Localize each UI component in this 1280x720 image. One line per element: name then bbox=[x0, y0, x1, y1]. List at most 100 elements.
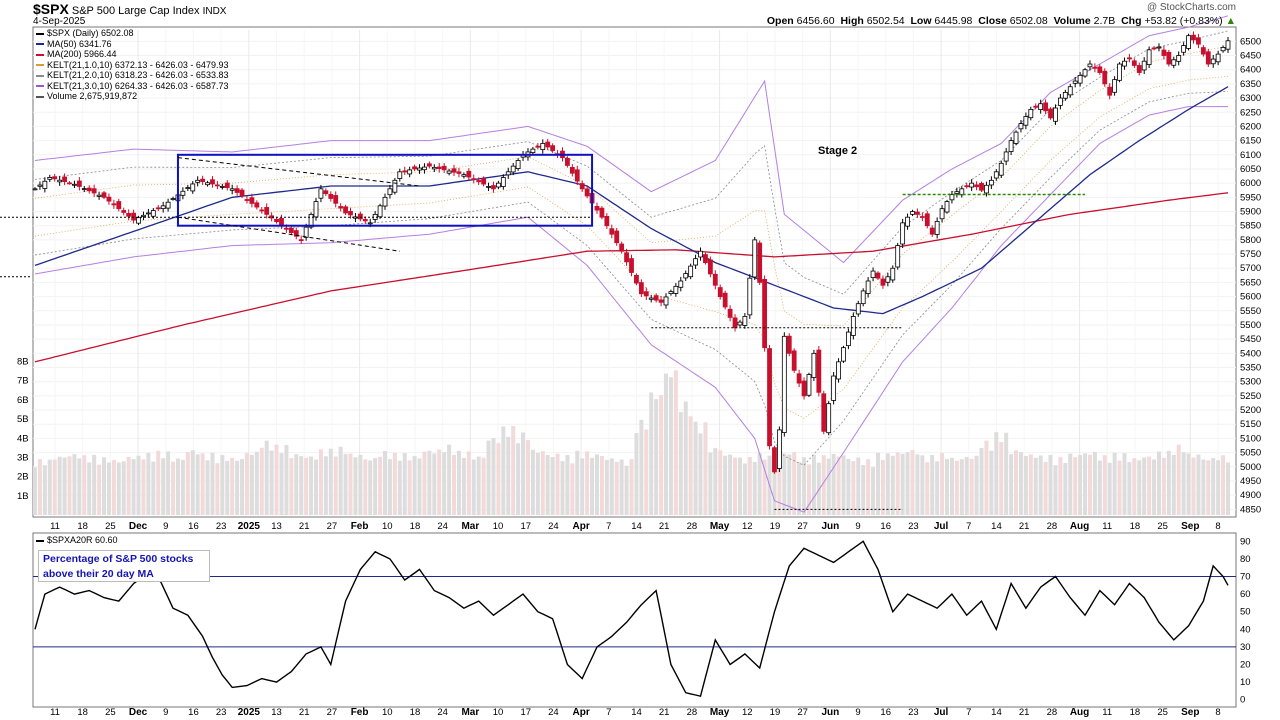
volume-bar bbox=[565, 455, 570, 515]
volume-bar bbox=[387, 459, 392, 515]
candle-body bbox=[170, 198, 176, 200]
candle-body bbox=[505, 171, 511, 176]
volume-bar bbox=[195, 454, 200, 515]
price-tick-label: 5800 bbox=[1240, 235, 1261, 246]
candle-body bbox=[786, 335, 792, 354]
x-tick-label: 16 bbox=[188, 707, 199, 718]
candle-body bbox=[565, 157, 570, 166]
volume-bar bbox=[688, 416, 693, 515]
candle-body bbox=[1166, 51, 1172, 65]
candle-body bbox=[343, 206, 348, 214]
candle-body bbox=[219, 185, 225, 188]
candle-body bbox=[890, 267, 896, 281]
candle-body bbox=[362, 219, 368, 222]
kelt2-upper-line bbox=[34, 30, 1229, 295]
candle-body bbox=[284, 227, 289, 230]
volume-bar bbox=[1028, 454, 1033, 515]
volume-bar bbox=[102, 457, 107, 515]
price-tick-label: 5500 bbox=[1240, 320, 1261, 331]
candle-body bbox=[831, 375, 837, 401]
x-tick-label: Apr bbox=[573, 521, 590, 532]
volume-bar bbox=[422, 451, 427, 515]
up-arrow-icon: ▲ bbox=[1225, 15, 1236, 27]
volume-bar bbox=[856, 457, 861, 515]
volume-bar bbox=[742, 463, 747, 515]
volume-bar bbox=[97, 464, 102, 515]
volume-bar bbox=[397, 460, 402, 515]
candle-body bbox=[1043, 102, 1048, 112]
x-tick-label: 2025 bbox=[238, 521, 261, 532]
high-value: 6502.54 bbox=[866, 15, 905, 27]
candle-body bbox=[1107, 86, 1113, 96]
x-tick-label: 21 bbox=[299, 521, 310, 532]
x-tick-label: 7 bbox=[606, 707, 611, 718]
volume-bar bbox=[1152, 459, 1157, 515]
candle-body bbox=[57, 179, 63, 183]
candle-body bbox=[417, 167, 422, 171]
x-tick-label: Mar bbox=[461, 707, 479, 718]
candle-body bbox=[929, 227, 935, 235]
volume-bar bbox=[506, 436, 511, 515]
x-tick-label: 18 bbox=[1130, 521, 1141, 532]
x-tick-label: 2025 bbox=[238, 707, 261, 718]
candle-body bbox=[244, 199, 250, 201]
volume-bar bbox=[1201, 459, 1206, 515]
volume-bar bbox=[1206, 460, 1211, 515]
volume-tick-label: 1B bbox=[17, 491, 29, 502]
candle-body bbox=[47, 177, 53, 180]
consolidation-box bbox=[176, 153, 594, 227]
candle-body bbox=[215, 184, 220, 187]
volume-bar bbox=[920, 455, 925, 515]
volume-bar bbox=[1117, 460, 1122, 515]
volume-tick-label: 8B bbox=[17, 357, 29, 368]
candle-body bbox=[678, 280, 684, 288]
volume-tick-label: 6B bbox=[17, 395, 29, 406]
volume-bar bbox=[925, 462, 930, 515]
volume-bar bbox=[496, 443, 501, 515]
price-tick-label: 6100 bbox=[1240, 150, 1261, 161]
x-tick-label: 14 bbox=[991, 521, 1002, 532]
candle-body bbox=[584, 188, 590, 197]
candle-body bbox=[752, 239, 758, 278]
volume-bar bbox=[313, 459, 318, 515]
x-tick-label: 27 bbox=[797, 521, 808, 532]
volume-bar bbox=[146, 452, 151, 515]
price-tick-label: 4900 bbox=[1240, 490, 1261, 501]
candle-body bbox=[279, 218, 284, 226]
volume-bar bbox=[338, 446, 343, 515]
close-value: 6502.08 bbox=[1009, 15, 1048, 27]
candle-body bbox=[693, 258, 698, 266]
volume-bar bbox=[1053, 465, 1058, 515]
volume-bar bbox=[851, 461, 856, 515]
volume-bar bbox=[62, 457, 67, 515]
volume-bar bbox=[471, 459, 476, 515]
price-tick-label: 5000 bbox=[1240, 462, 1261, 473]
volume-bar bbox=[826, 458, 831, 515]
price-tick-label: 4950 bbox=[1240, 476, 1261, 487]
x-tick-label: 18 bbox=[1130, 707, 1141, 718]
candle-body bbox=[1082, 69, 1088, 77]
kelt1-upper-line bbox=[34, 45, 1229, 327]
candle-body bbox=[42, 180, 48, 189]
volume-bar bbox=[905, 452, 910, 515]
x-tick-label: 23 bbox=[216, 521, 227, 532]
volume-bar bbox=[940, 453, 945, 515]
x-tick-label: 18 bbox=[410, 521, 421, 532]
candle-body bbox=[1176, 55, 1182, 62]
candle-body bbox=[979, 182, 984, 191]
candle-body bbox=[619, 243, 625, 252]
x-tick-label: 24 bbox=[548, 707, 559, 718]
x-tick-label: 10 bbox=[382, 707, 393, 718]
candle-body bbox=[180, 190, 186, 196]
volume-bar bbox=[1191, 457, 1196, 515]
volume-bar bbox=[402, 453, 407, 515]
volume-bar bbox=[254, 451, 259, 515]
volume-bar bbox=[737, 457, 742, 515]
x-tick-label: 28 bbox=[1047, 521, 1058, 532]
volume-bar bbox=[82, 455, 87, 515]
volume-bar bbox=[215, 463, 220, 515]
price-tick-label: 6150 bbox=[1240, 136, 1261, 147]
price-tick-label: 6000 bbox=[1240, 178, 1261, 189]
candle-body bbox=[481, 178, 487, 185]
x-tick-label: 24 bbox=[437, 707, 448, 718]
